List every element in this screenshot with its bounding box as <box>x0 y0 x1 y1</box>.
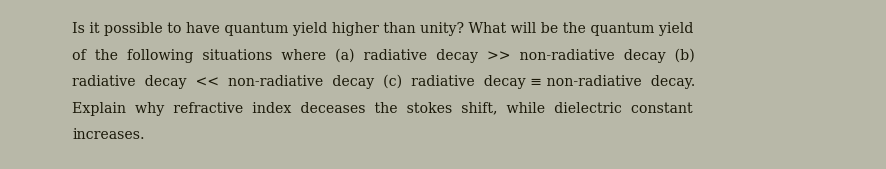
Text: radiative  decay  <<  non-radiative  decay  (c)  radiative  decay ≡ non-radiativ: radiative decay << non-radiative decay (… <box>72 75 696 89</box>
Text: of  the  following  situations  where  (a)  radiative  decay  >>  non-radiative : of the following situations where (a) ra… <box>72 49 695 63</box>
Text: increases.: increases. <box>72 128 144 142</box>
Text: Explain  why  refractive  index  deceases  the  stokes  shift,  while  dielectri: Explain why refractive index deceases th… <box>72 102 693 115</box>
Text: Is it possible to have quantum yield higher than unity? What will be the quantum: Is it possible to have quantum yield hig… <box>72 22 694 36</box>
